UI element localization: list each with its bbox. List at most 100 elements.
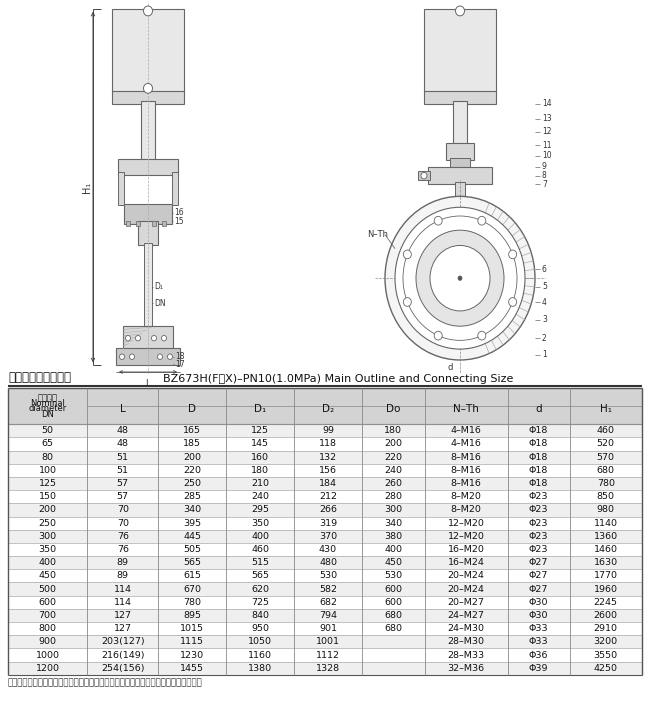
Bar <box>126 222 130 226</box>
Bar <box>8 464 87 477</box>
Text: 600: 600 <box>384 598 402 606</box>
Bar <box>87 424 642 437</box>
Text: 530: 530 <box>384 571 402 580</box>
Circle shape <box>404 298 411 306</box>
Text: 380: 380 <box>384 532 402 541</box>
Text: 505: 505 <box>183 545 201 554</box>
Bar <box>8 490 87 503</box>
Text: 250: 250 <box>38 519 57 527</box>
Bar <box>8 388 642 424</box>
Bar <box>144 244 152 328</box>
Text: 295: 295 <box>251 505 269 515</box>
Bar <box>428 167 492 184</box>
Text: 515: 515 <box>251 558 269 567</box>
Bar <box>118 160 178 174</box>
Bar <box>87 648 642 662</box>
Bar <box>87 556 642 569</box>
Text: 430: 430 <box>319 545 337 554</box>
Circle shape <box>458 276 462 280</box>
Bar <box>424 90 496 104</box>
Text: L: L <box>120 404 125 414</box>
Text: 114: 114 <box>114 585 132 594</box>
Bar <box>456 237 464 272</box>
Text: 70: 70 <box>117 505 129 515</box>
Text: 20–M24: 20–M24 <box>448 571 485 580</box>
Text: 57: 57 <box>117 479 129 488</box>
Bar <box>141 102 155 162</box>
Text: 4250: 4250 <box>593 664 618 673</box>
Text: 350: 350 <box>38 545 57 554</box>
Text: 950: 950 <box>251 624 269 633</box>
Circle shape <box>135 335 140 341</box>
Text: 165: 165 <box>183 426 201 436</box>
Text: 565: 565 <box>183 558 201 567</box>
Text: 220: 220 <box>384 453 402 462</box>
Text: 20–M24: 20–M24 <box>448 585 485 594</box>
Text: 520: 520 <box>597 439 615 448</box>
Circle shape <box>434 216 442 225</box>
Text: 680: 680 <box>384 611 402 620</box>
Text: L: L <box>146 378 151 388</box>
Text: 65: 65 <box>42 439 53 448</box>
Text: 260: 260 <box>384 479 402 488</box>
Text: 350: 350 <box>251 519 269 527</box>
Bar <box>87 450 642 464</box>
Text: 89: 89 <box>117 558 129 567</box>
Text: N–Th: N–Th <box>367 230 389 239</box>
Text: 1015: 1015 <box>180 624 204 633</box>
Text: 99: 99 <box>322 426 334 436</box>
Bar <box>8 662 87 675</box>
Bar <box>455 182 465 222</box>
Text: 216(149): 216(149) <box>101 650 144 659</box>
Text: D₁: D₁ <box>254 404 266 414</box>
Text: Φ30: Φ30 <box>529 611 549 620</box>
Text: d: d <box>536 404 542 414</box>
Text: 127: 127 <box>114 624 132 633</box>
Text: Φ18: Φ18 <box>529 426 549 436</box>
Text: 319: 319 <box>319 519 337 527</box>
Text: 17: 17 <box>175 360 185 369</box>
Text: 76: 76 <box>117 545 129 554</box>
Text: 57: 57 <box>117 492 129 501</box>
Text: Φ30: Φ30 <box>529 598 549 606</box>
Text: 280: 280 <box>384 492 402 501</box>
Text: 400: 400 <box>384 545 402 554</box>
Text: Nominal: Nominal <box>30 399 65 408</box>
Text: d: d <box>447 363 452 372</box>
Text: 125: 125 <box>38 479 57 488</box>
Circle shape <box>416 230 504 326</box>
Text: 24–M30: 24–M30 <box>448 624 485 633</box>
Bar <box>87 635 642 648</box>
Text: 15: 15 <box>174 217 183 226</box>
Text: 900: 900 <box>38 638 57 646</box>
Text: 8: 8 <box>542 171 547 180</box>
Bar <box>124 204 172 224</box>
Text: 600: 600 <box>38 598 57 606</box>
Text: 1460: 1460 <box>593 545 618 554</box>
Text: 5: 5 <box>542 282 547 292</box>
Bar <box>138 222 158 246</box>
Text: D₂: D₂ <box>322 404 334 414</box>
Text: 285: 285 <box>183 492 201 501</box>
Text: 185: 185 <box>183 439 201 448</box>
Text: 212: 212 <box>319 492 337 501</box>
Text: 1200: 1200 <box>36 664 60 673</box>
Text: 395: 395 <box>183 519 202 527</box>
Text: Φ18: Φ18 <box>529 453 549 462</box>
Text: 1001: 1001 <box>316 638 340 646</box>
Text: 670: 670 <box>183 585 201 594</box>
Text: 980: 980 <box>597 505 615 515</box>
Text: 901: 901 <box>319 624 337 633</box>
Bar <box>118 172 124 205</box>
Bar <box>87 437 642 450</box>
Circle shape <box>404 250 411 258</box>
Text: 127: 127 <box>114 611 132 620</box>
Circle shape <box>395 208 525 349</box>
Bar <box>8 424 87 437</box>
Text: Φ23: Φ23 <box>529 545 549 554</box>
Text: 460: 460 <box>251 545 269 554</box>
Text: 565: 565 <box>251 571 269 580</box>
Text: 794: 794 <box>319 611 337 620</box>
Bar <box>87 517 642 530</box>
Bar <box>450 158 470 169</box>
